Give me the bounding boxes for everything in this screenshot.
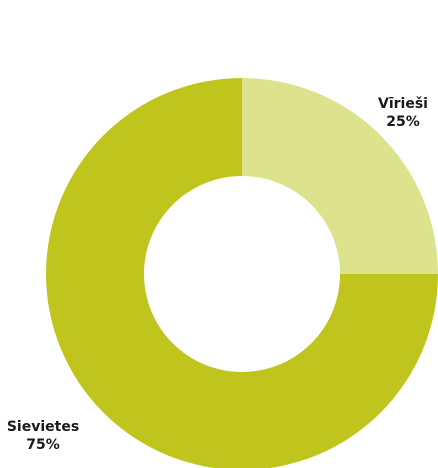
- slice-label-virisi: Vīrieši 25%: [372, 95, 434, 131]
- slice-value-sievietes: 75%: [26, 437, 60, 453]
- slice-category-virisi: Vīrieši: [378, 96, 428, 112]
- slice-viriesi: [242, 78, 438, 274]
- slice-value-virisi: 25%: [386, 114, 420, 130]
- slice-category-sievietes: Sievietes: [6, 419, 80, 435]
- slice-sievietes: [46, 78, 438, 468]
- slice-label-sievietes: Sievietes 75%: [2, 418, 84, 454]
